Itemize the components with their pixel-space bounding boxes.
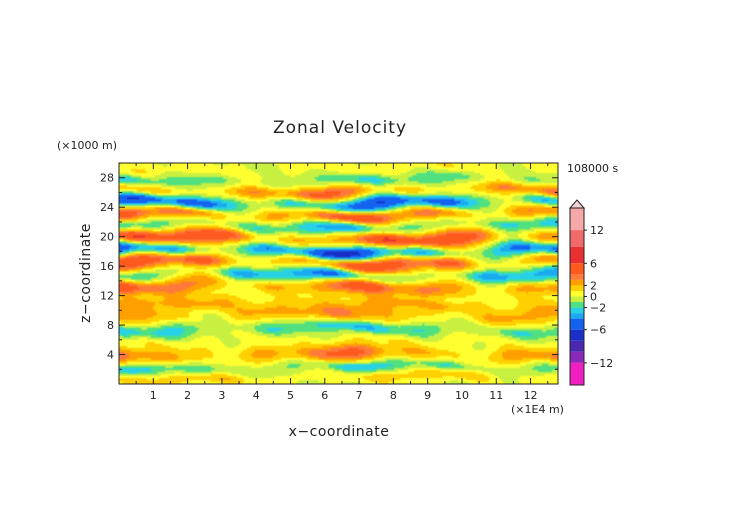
colorbar-segment bbox=[570, 329, 584, 341]
x-units-label: (×1E4 m) bbox=[511, 403, 564, 416]
colorbar-tick-label: −12 bbox=[590, 357, 613, 370]
plot-frame bbox=[118, 162, 559, 385]
x-tick-label: 12 bbox=[524, 389, 538, 402]
y-axis: 4 8 12 16 20 24 28 bbox=[100, 172, 558, 370]
colorbar-segment bbox=[570, 246, 584, 264]
colorbar-segment bbox=[570, 307, 584, 314]
colorbar-tick-label: 0 bbox=[590, 291, 597, 304]
y-units-label: (×1000 m) bbox=[57, 139, 117, 152]
x-axis: 1 2 3 4 5 6 7 8 9 10 11 12 bbox=[135, 163, 549, 402]
x-axis-label: x−coordinate bbox=[289, 424, 390, 440]
colorbar-tick-label: 12 bbox=[590, 224, 604, 237]
colorbar: 12 6 20−2 −6 −12 bbox=[568, 199, 613, 386]
y-tick-label: 28 bbox=[100, 172, 114, 185]
colorbar-segment bbox=[570, 351, 584, 363]
y-axis-label: z−coordinate bbox=[78, 223, 94, 323]
colorbar-extend-arrow bbox=[568, 199, 586, 209]
colorbar-segment bbox=[570, 296, 584, 303]
y-tick-label: 12 bbox=[100, 290, 114, 303]
x-tick-label: 6 bbox=[321, 389, 328, 402]
x-tick-label: 9 bbox=[424, 389, 431, 402]
colorbar-tick-label: −6 bbox=[590, 324, 606, 337]
y-tick-label: 20 bbox=[100, 231, 114, 244]
colorbar-segment bbox=[570, 290, 584, 297]
x-tick-label: 2 bbox=[184, 389, 191, 402]
x-tick-label: 8 bbox=[390, 389, 397, 402]
time-label: 108000 s bbox=[567, 162, 618, 175]
colorbar-tick-label: −2 bbox=[590, 302, 606, 315]
colorbar-segment bbox=[570, 313, 584, 319]
colorbar-segment bbox=[570, 230, 584, 247]
colorbar-segment bbox=[570, 279, 584, 286]
colorbar-segment bbox=[570, 208, 584, 231]
x-tick-label: 11 bbox=[489, 389, 503, 402]
heatmap-area bbox=[118, 162, 559, 385]
y-tick-label: 24 bbox=[100, 201, 114, 214]
x-tick-label: 3 bbox=[218, 389, 225, 402]
y-tick-label: 4 bbox=[107, 349, 114, 362]
colorbar-segment bbox=[570, 285, 584, 291]
colorbar-segment bbox=[570, 340, 584, 352]
colorbar-segment bbox=[570, 274, 584, 280]
x-tick-label: 10 bbox=[455, 389, 469, 402]
colorbar-tick-label: 2 bbox=[590, 279, 597, 292]
y-tick-label: 8 bbox=[107, 319, 114, 332]
chart-title: Zonal Velocity bbox=[273, 118, 407, 138]
x-tick-label: 5 bbox=[287, 389, 294, 402]
colorbar-segment bbox=[570, 302, 584, 308]
colorbar-tick-label: 6 bbox=[590, 257, 597, 270]
colorbar-segment bbox=[570, 362, 584, 385]
colorbar-segment bbox=[570, 318, 584, 330]
heatmap-field bbox=[119, 163, 558, 384]
x-tick-label: 7 bbox=[356, 389, 363, 402]
colorbar-segment bbox=[570, 263, 584, 275]
x-tick-label: 4 bbox=[253, 389, 260, 402]
y-tick-label: 16 bbox=[100, 260, 114, 273]
x-tick-label: 1 bbox=[150, 389, 157, 402]
